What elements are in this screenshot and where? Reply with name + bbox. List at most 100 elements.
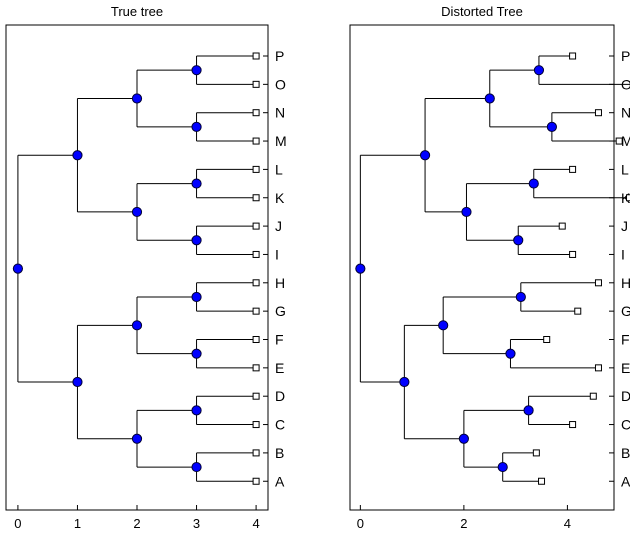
node-I-L [461, 206, 472, 218]
leaf-label-O: O [275, 76, 286, 92]
leaf-marker-H [594, 279, 602, 287]
leaf-label-C: C [621, 417, 630, 433]
x-tick-label: 1 [74, 516, 81, 531]
leaf-label-P: P [621, 48, 630, 64]
leaf-marker-A [252, 477, 260, 485]
node-GH [191, 291, 202, 303]
leaf-label-F: F [275, 332, 284, 348]
leaf-label-E: E [621, 360, 630, 376]
x-tick-label: 4 [564, 516, 571, 531]
leaf-marker-J [558, 222, 566, 230]
leaf-marker-I [569, 250, 577, 258]
x-tick-label: 3 [193, 516, 200, 531]
leaf-marker-E [594, 364, 602, 372]
leaf-marker-P [569, 52, 577, 60]
node-AB [191, 461, 202, 473]
node-I-P [72, 150, 83, 161]
node-CD [523, 405, 534, 416]
chart-title: Distorted Tree [441, 4, 523, 19]
node-IJ [191, 235, 202, 246]
leaf-label-N: N [621, 105, 630, 121]
leaf-label-D: D [621, 388, 630, 404]
leaf-marker-O [252, 80, 260, 88]
leaf-label-H: H [275, 275, 285, 291]
leaf-marker-D [589, 392, 597, 400]
leaf-marker-C [569, 421, 577, 429]
node-OP [533, 65, 545, 76]
leaf-label-F: F [621, 332, 630, 348]
x-tick-label: 2 [460, 516, 467, 531]
leaf-marker-F [543, 336, 551, 343]
node-OP [191, 65, 202, 76]
leaf-label-H: H [621, 275, 630, 291]
leaf-marker-K [626, 194, 630, 202]
leaf-marker-G [574, 307, 582, 315]
leaf-marker-L [252, 165, 260, 173]
chart-title: True tree [111, 4, 163, 19]
node-EF [505, 348, 516, 359]
leaf-marker-B [532, 449, 540, 457]
leaf-label-G: G [275, 303, 286, 319]
x-tick-label: 2 [133, 516, 140, 531]
node-E-H [131, 320, 143, 331]
node-A-D [458, 433, 469, 444]
leaf-label-I: I [275, 246, 279, 262]
node-KL [191, 178, 202, 189]
leaf-label-A: A [275, 473, 285, 489]
leaf-label-B: B [621, 445, 630, 461]
leaf-label-G: G [621, 303, 630, 319]
x-tick-label: 0 [357, 516, 364, 531]
leaf-marker-M [615, 137, 623, 145]
leaf-marker-N [594, 109, 602, 117]
node-IJ [513, 235, 524, 246]
leaf-marker-N [252, 109, 260, 117]
node-GH [515, 291, 526, 303]
leaf-marker-E [252, 364, 260, 372]
node-A-D [131, 433, 143, 444]
node-MN [191, 121, 202, 132]
leaf-label-E: E [275, 360, 284, 376]
leaf-label-K: K [275, 190, 285, 206]
leaf-label-M: M [621, 133, 630, 149]
leaf-marker-H [252, 279, 260, 287]
leaf-marker-M [252, 137, 260, 145]
node-E-H [438, 320, 449, 331]
node-root [12, 263, 24, 274]
leaf-label-N: N [275, 105, 285, 121]
leaf-label-A: A [621, 473, 630, 489]
node-KL [528, 178, 539, 189]
node-MN [546, 121, 557, 132]
leaf-marker-I [252, 250, 260, 258]
node-A-H [72, 376, 83, 388]
leaf-marker-F [252, 336, 260, 343]
leaf-label-I: I [621, 246, 625, 262]
node-AB [497, 461, 508, 473]
node-root [355, 263, 366, 274]
leaf-label-J: J [621, 218, 628, 234]
leaf-label-D: D [275, 388, 285, 404]
leaf-marker-A [538, 477, 546, 485]
node-M-P [131, 93, 143, 104]
leaf-marker-B [252, 449, 260, 457]
leaf-label-C: C [275, 417, 285, 433]
x-tick-label: 0 [14, 516, 21, 531]
leaf-marker-K [252, 194, 260, 202]
leaf-marker-C [252, 421, 260, 429]
leaf-label-L: L [275, 161, 283, 177]
leaf-marker-G [252, 307, 260, 315]
leaf-marker-P [252, 52, 260, 60]
leaf-label-B: B [275, 445, 284, 461]
leaf-label-P: P [275, 48, 284, 64]
leaf-marker-D [252, 392, 260, 400]
node-EF [191, 348, 202, 359]
leaf-label-M: M [275, 133, 287, 149]
node-A-H [399, 376, 410, 388]
node-I-L [131, 206, 143, 218]
leaf-marker-L [569, 165, 577, 173]
node-I-P [419, 150, 431, 161]
leaf-label-J: J [275, 218, 282, 234]
leaf-marker-J [252, 222, 260, 230]
